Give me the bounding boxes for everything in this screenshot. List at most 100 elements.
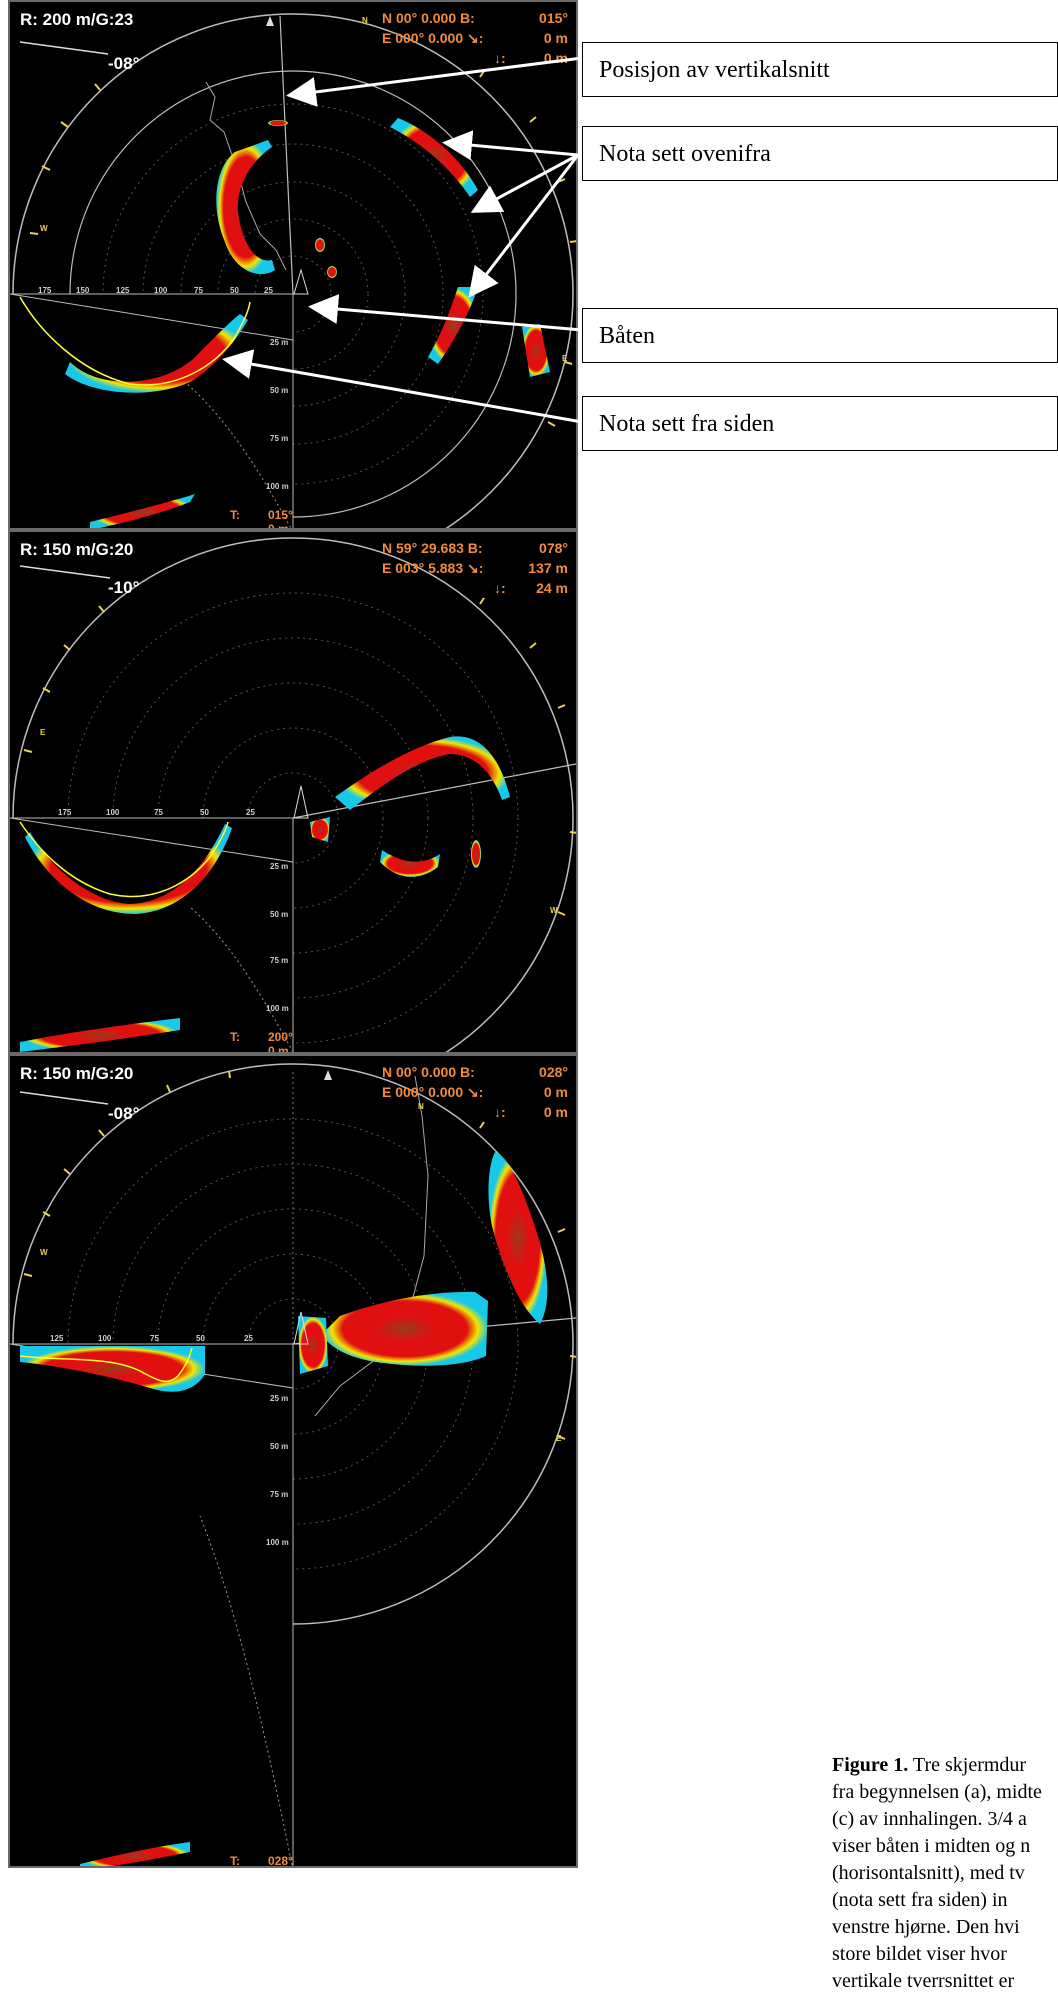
tilt-label: -10°: [108, 578, 140, 597]
boat-icon: [293, 1311, 309, 1345]
arrow-net-top-1: [442, 130, 579, 161]
vertical-section-window: [10, 818, 293, 1052]
tilt-bearing-value: 015°: [268, 508, 293, 522]
boat-icon: [293, 785, 309, 819]
sonar-panel-c: R: 150 m/G:20 -08° N 00° 0.000 B: E 000°…: [8, 1054, 578, 1868]
bearing-value: 028°: [539, 1064, 568, 1080]
echo-spot: [471, 840, 481, 868]
x-tick: 100: [98, 1334, 112, 1343]
lon-value: 000° 0.000: [395, 1084, 464, 1100]
tilt-label: -08°: [108, 1104, 140, 1123]
depth-label: ↓:: [494, 1104, 506, 1120]
compass-north: N: [362, 16, 368, 25]
compass-west: W: [40, 224, 48, 233]
net-echo-top-left: [216, 140, 275, 275]
bearing-line: [292, 763, 576, 819]
tilt-bearing-value: 028°: [268, 1854, 293, 1868]
range-gain-label: R: 150 m/G:20: [20, 1064, 134, 1083]
x-tick: 175: [38, 286, 52, 295]
depth-tick: 25 m: [270, 1394, 289, 1403]
lon-value: 000° 0.000: [395, 30, 464, 46]
value-readout: 028° 0 m 0 m: [539, 1062, 568, 1122]
echo-spot: [327, 266, 337, 278]
x-tick: 125: [50, 1334, 64, 1343]
range-ring-dotted: [67, 1118, 519, 1570]
bearing-value: 015°: [539, 10, 568, 26]
bearing-line: [279, 15, 294, 295]
callout-arrows: [222, 56, 583, 424]
range-ring-dotted: [247, 772, 339, 864]
net-depth-line: [19, 821, 229, 898]
arrow-boat: [308, 294, 583, 332]
x-tick: 100: [106, 808, 120, 817]
net-echo-side: [65, 314, 248, 393]
depth-value: 24 m: [536, 580, 568, 596]
x-tick: 75: [194, 286, 203, 295]
callout-boat: Båten: [582, 308, 1058, 363]
compass-east: E: [556, 1434, 562, 1443]
bearing-label: B:: [467, 540, 483, 556]
compass-east: E: [562, 354, 568, 363]
net-depth-line: [19, 296, 251, 386]
compass-ticks: [29, 70, 576, 427]
distance-label: ↘:: [467, 560, 484, 576]
lat-prefix: N: [382, 540, 393, 556]
caption-line: viser båten i midten og n: [832, 1835, 1031, 1857]
sonar-display-b: [10, 537, 576, 1052]
depth-label: ↓:: [494, 580, 506, 596]
tilt-bearing-value: 200°: [268, 1030, 293, 1044]
x-tick: 50: [230, 286, 239, 295]
echo-spot: [268, 120, 288, 126]
bottom-value: 0 m: [268, 1044, 289, 1054]
sonar-panel-b: R: 150 m/G:20 -10° N 59° 29.683 B: E 003…: [8, 530, 578, 1054]
net-echo-top-3: [310, 817, 330, 842]
caption-line: vertikale tverrsnittet er: [832, 1970, 1015, 1992]
depth-value: 0 m: [543, 1104, 568, 1120]
depth-tick: 75 m: [270, 956, 289, 965]
distance-label: ↘:: [467, 30, 484, 46]
net-echo-far: [522, 324, 550, 377]
lon-prefix: E: [382, 30, 392, 46]
net-echo-side: [25, 824, 232, 914]
echo-spot: [315, 238, 325, 252]
net-echo-top-right-2: [428, 287, 478, 364]
depth-tick: 25 m: [270, 862, 289, 871]
depth-tick: 25 m: [270, 338, 289, 347]
callout-net-top: Nota sett ovenifra: [582, 126, 1058, 181]
net-echo-bottom: [80, 1842, 190, 1866]
lat-value: 59° 29.683: [396, 540, 464, 556]
x-tick: 100: [154, 286, 168, 295]
compass-ticks: [23, 1070, 576, 1440]
net-echo-right: [488, 1152, 548, 1324]
range-ring-dotted: [254, 255, 332, 333]
tilt-bearing-label: T:: [230, 508, 240, 522]
arrow-net-side: [222, 349, 583, 424]
net-echo-bottom: [90, 494, 195, 528]
depth-tick: 50 m: [270, 386, 289, 395]
caption-line: store bildet viser hvor: [832, 1943, 1007, 1965]
coastline: [314, 1075, 429, 1417]
vertical-section-window: [10, 1344, 293, 1866]
range-ring-dotted: [67, 592, 519, 1044]
caption-line: Tre skjermdur: [908, 1754, 1027, 1776]
tilt-bearing-label: T:: [230, 1854, 240, 1868]
compass-ticks: [23, 597, 576, 916]
sonar-display-a: [10, 13, 576, 528]
depth-tick: 100 m: [266, 1004, 289, 1013]
depth-tick: 100 m: [266, 1538, 289, 1547]
compass-north: N: [418, 1102, 424, 1111]
range-arc-dotted: [189, 906, 294, 1052]
range-arc-dotted: [184, 381, 292, 528]
bearing-value: 078°: [539, 540, 568, 556]
lon-prefix: E: [382, 1084, 392, 1100]
beam-line: [10, 817, 294, 863]
lon-prefix: E: [382, 560, 392, 576]
tilt-indicator: [19, 1091, 109, 1105]
x-tick: 25: [244, 1334, 253, 1343]
caption-line: (nota sett fra siden) in: [832, 1889, 1008, 1911]
caption-line: (horisontalsnitt), med tv: [832, 1862, 1025, 1884]
callout-net-side: Nota sett fra siden: [582, 396, 1058, 451]
arrow-vertical-section: [286, 56, 583, 107]
tilt-indicator: [19, 41, 109, 55]
callout-vertical-section: Posisjon av vertikalsnitt: [582, 42, 1058, 97]
